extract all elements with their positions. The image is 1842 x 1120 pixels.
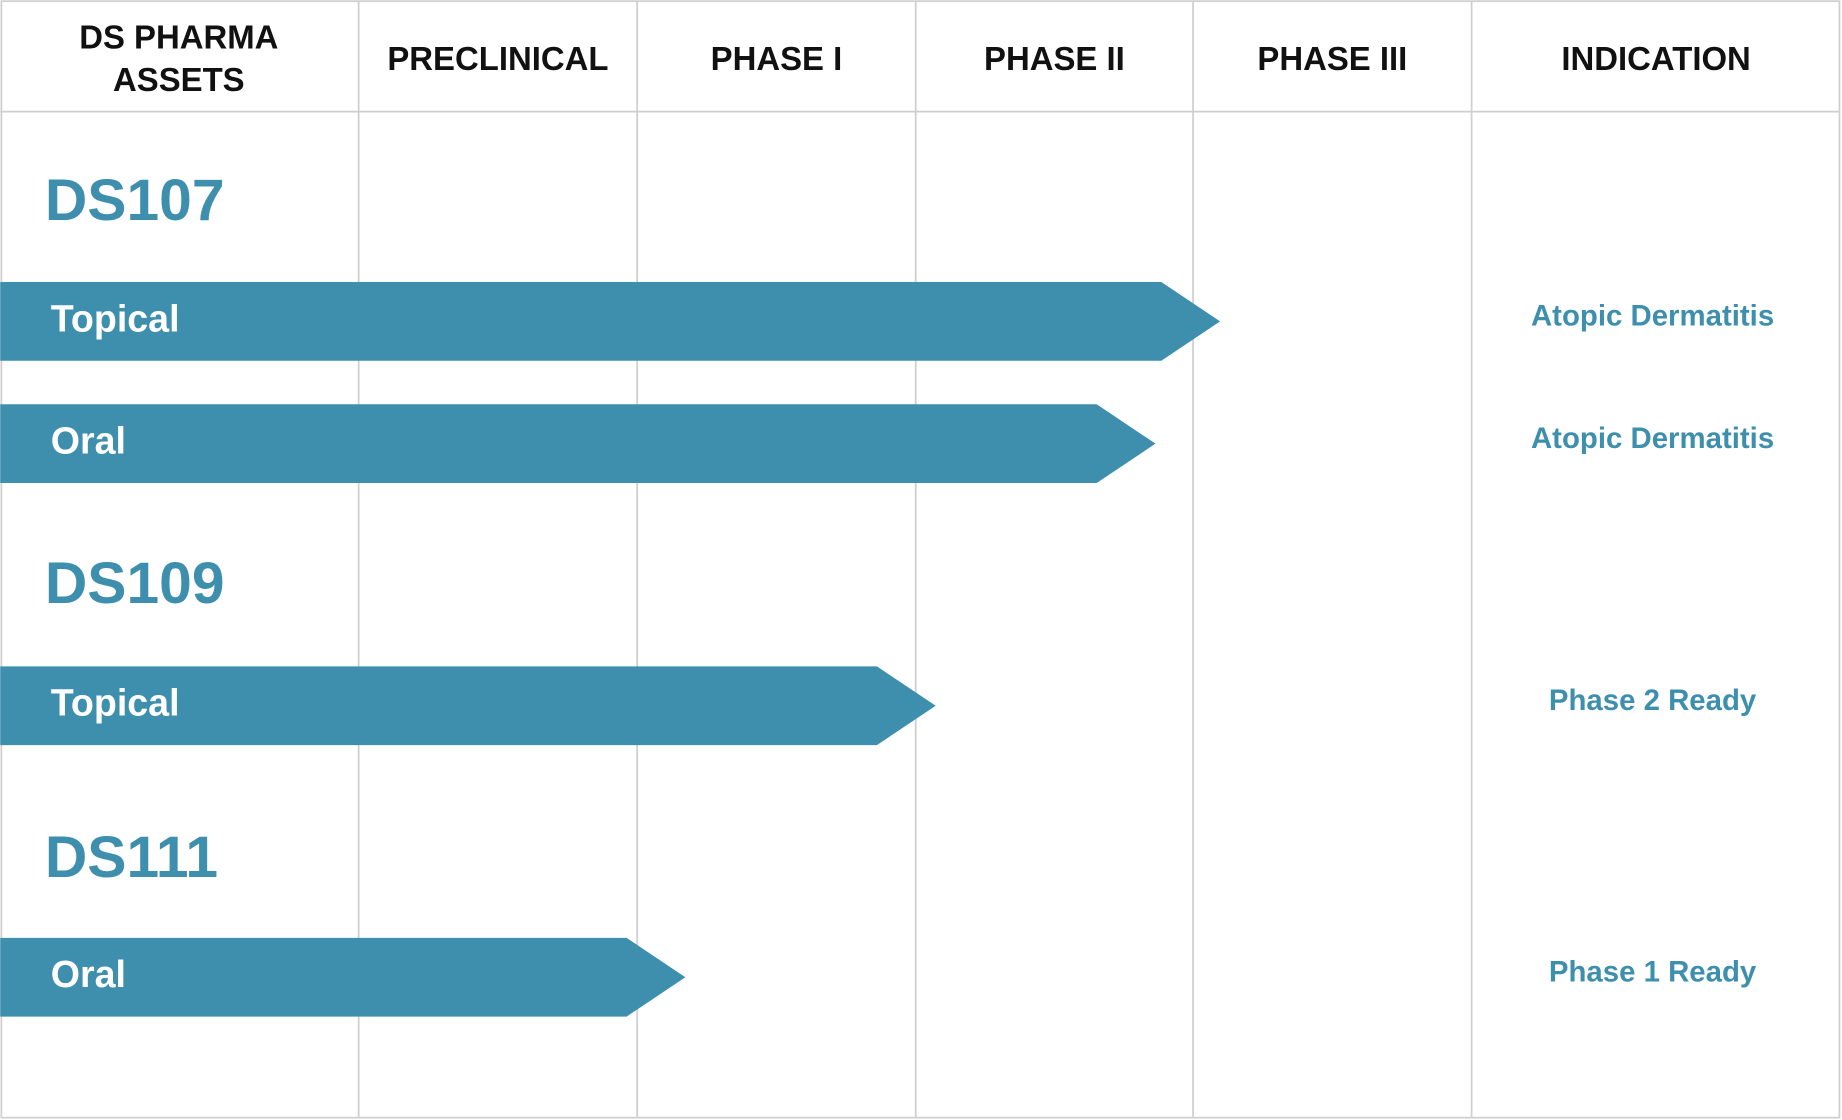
header-label: PHASE II — [984, 40, 1125, 77]
indication-label: Phase 2 Ready — [1549, 684, 1757, 717]
asset-name: DS111 — [45, 825, 218, 890]
asset-name: DS109 — [45, 551, 225, 616]
progress-arrow — [0, 404, 1156, 484]
header-label: DS PHARMA — [79, 19, 278, 56]
indication-label: Atopic Dermatitis — [1531, 422, 1774, 455]
progress-arrow — [0, 937, 686, 1017]
header-label: PRECLINICAL — [387, 40, 608, 77]
route-label: Oral — [51, 420, 126, 462]
header-label: INDICATION — [1561, 40, 1750, 77]
asset-name: DS107 — [45, 168, 225, 233]
indication-label: Phase 1 Ready — [1549, 955, 1757, 988]
route-label: Topical — [51, 297, 180, 339]
header-label: PHASE III — [1257, 40, 1407, 77]
indication-label: Atopic Dermatitis — [1531, 300, 1774, 333]
header-label: PHASE I — [711, 40, 843, 77]
header-label: ASSETS — [113, 61, 245, 98]
route-label: Oral — [51, 953, 126, 995]
progress-arrow — [0, 282, 1221, 361]
route-label: Topical — [51, 682, 180, 724]
progress-arrow — [0, 666, 936, 746]
